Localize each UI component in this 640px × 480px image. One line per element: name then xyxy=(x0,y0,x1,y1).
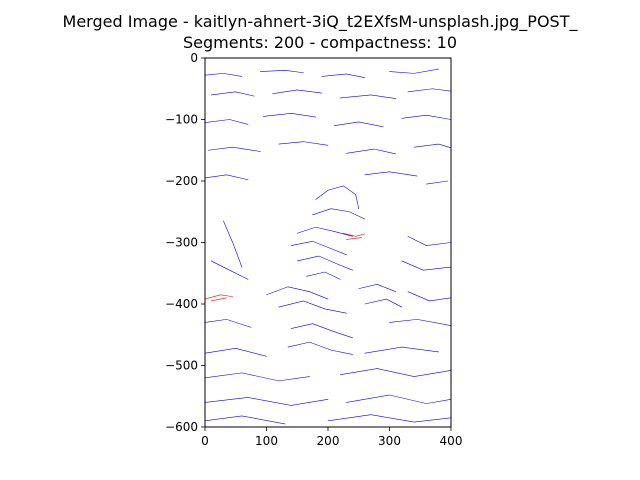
series-1-segment-1 xyxy=(346,237,363,240)
series-0-segment-18 xyxy=(426,180,449,185)
series-0-segment-15 xyxy=(413,143,452,149)
series-0-segment-21 xyxy=(296,226,353,237)
series-0-segment-22 xyxy=(290,240,347,256)
series-0-segment-27 xyxy=(358,284,396,293)
series-0-segment-6 xyxy=(339,94,396,99)
series-0-segment-35 xyxy=(407,291,452,302)
chart-title-line-1: Merged Image - kaitlyn-ahnert-3iQ_t2EXfs… xyxy=(62,12,578,31)
chart-title-line-2: Segments: 200 - compactness: 10 xyxy=(183,33,457,52)
series-0-segment-45 xyxy=(327,414,452,423)
series-0-segment-36 xyxy=(204,319,252,328)
series-0-segment-33 xyxy=(407,236,452,246)
x-tick-label: 400 xyxy=(440,434,463,448)
series-0-segment-17 xyxy=(364,171,418,177)
series-0-segment-28 xyxy=(364,298,403,308)
x-tick-label: 0 xyxy=(201,434,209,448)
series-1-segment-2 xyxy=(204,294,233,300)
series-0-segment-1 xyxy=(260,69,304,74)
series-0-segment-4 xyxy=(210,91,255,97)
series-0-segment-11 xyxy=(401,114,452,120)
series-0-segment-31 xyxy=(223,220,243,268)
series-0-segment-34 xyxy=(401,260,452,271)
y-tick-label: −200 xyxy=(165,174,198,188)
series-1-segment-0 xyxy=(343,232,366,237)
series-0-segment-39 xyxy=(364,346,440,354)
series-0-segment-13 xyxy=(278,141,329,146)
y-tick-label: −400 xyxy=(165,297,198,311)
series-0-segment-0 xyxy=(204,73,243,77)
series-0-segment-32 xyxy=(210,260,249,280)
series-0-segment-8 xyxy=(204,119,249,125)
x-tick-label: 200 xyxy=(317,434,340,448)
series-0-segment-19 xyxy=(315,185,360,209)
plot-frame xyxy=(204,57,452,428)
y-tick-label: −300 xyxy=(165,236,198,250)
series-0-segment-2 xyxy=(321,73,366,78)
series-0-segment-5 xyxy=(272,89,323,94)
plot-lines xyxy=(204,68,452,425)
series-0-segment-12 xyxy=(207,146,261,152)
y-tick-label: −500 xyxy=(165,359,198,373)
x-tick-label: 100 xyxy=(255,434,278,448)
series-0-segment-10 xyxy=(333,121,384,128)
series-1-segment-3 xyxy=(210,297,227,302)
series-0-segment-26 xyxy=(278,300,347,314)
series-0-segment-25 xyxy=(266,286,329,300)
series-0-segment-24 xyxy=(306,271,341,280)
series-0-segment-42 xyxy=(204,397,329,406)
series-0-segment-37 xyxy=(389,319,452,326)
x-tick-label: 300 xyxy=(378,434,401,448)
x-axis: 0 100 200 300 400 xyxy=(201,427,462,448)
series-0-segment-23 xyxy=(296,255,353,271)
series-0-segment-43 xyxy=(346,394,452,404)
y-tick-label: −100 xyxy=(165,113,198,127)
series-0-segment-40 xyxy=(204,372,310,382)
series-0-segment-14 xyxy=(346,148,396,155)
series-0-segment-7 xyxy=(407,88,452,93)
series-0-segment-30 xyxy=(287,341,353,355)
series-0-segment-29 xyxy=(290,323,353,339)
series-0-segment-41 xyxy=(339,368,452,377)
series-0-segment-16 xyxy=(204,174,249,181)
series-0-segment-20 xyxy=(312,208,366,220)
series-0-segment-3 xyxy=(389,68,440,74)
y-axis: 0 −100 −200 −300 −400 −500 −600 xyxy=(165,51,205,434)
y-tick-label: 0 xyxy=(190,51,198,65)
y-tick-label: −600 xyxy=(165,420,198,434)
series-0-segment-9 xyxy=(263,113,317,118)
series-0-segment-38 xyxy=(204,347,267,357)
series-0-segment-44 xyxy=(204,415,286,425)
